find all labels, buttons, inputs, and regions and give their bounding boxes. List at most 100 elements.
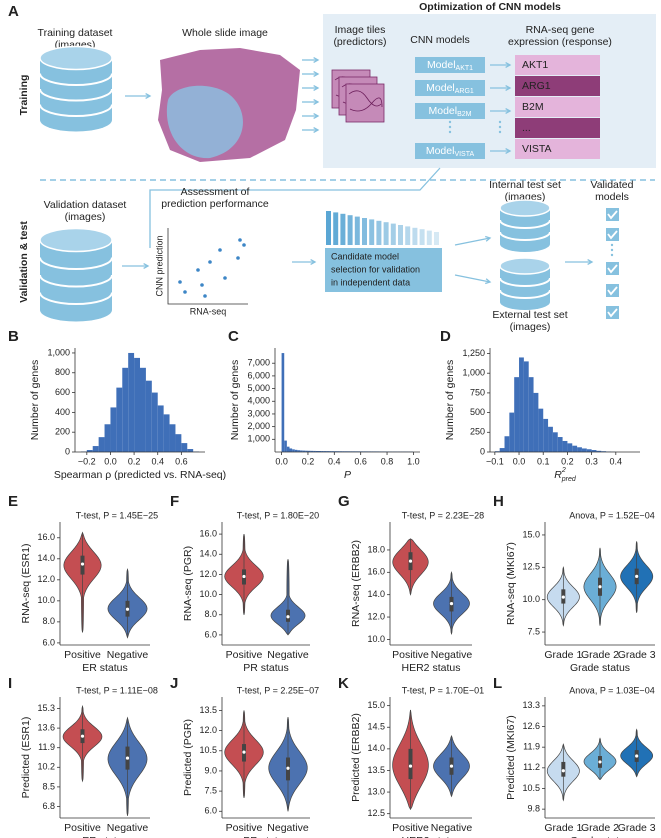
- label: Validated: [590, 179, 633, 191]
- x-tick-label: Negative: [431, 822, 473, 834]
- violin-median: [449, 764, 454, 768]
- annotation: T-test, P = 2.23E−28: [402, 510, 484, 520]
- y-tick-label: 7,000: [247, 358, 270, 368]
- y-tick-label: 13.5: [199, 705, 217, 715]
- arrow-head: [313, 99, 320, 105]
- y-axis-label: Number of genes: [229, 360, 241, 441]
- label: Optimization of CNN models: [419, 1, 561, 13]
- x-tick-label: Negative: [267, 822, 309, 834]
- check: [607, 210, 618, 220]
- x-tick-label: Positive: [226, 822, 263, 834]
- scatter-dot: [218, 248, 222, 252]
- ranking-bar: [426, 230, 432, 245]
- y-tick-label: 14.0: [367, 743, 385, 753]
- annotation: T-test, P = 1.45E−25: [76, 510, 158, 520]
- arrow: [454, 274, 491, 283]
- y-tick-label: 2,000: [247, 421, 270, 431]
- scatter-dot: [200, 283, 204, 287]
- x-tick-label: 0.0: [275, 456, 288, 466]
- y-tick-label: 10.0: [37, 595, 55, 605]
- arrow-head: [313, 127, 320, 133]
- histogram-bar: [297, 450, 301, 452]
- histogram-bar: [567, 443, 573, 452]
- y-tick-label: 10.0: [522, 594, 540, 604]
- x-tick-label: Grade 1: [544, 649, 582, 661]
- database: [40, 298, 112, 322]
- ranking-bar: [405, 226, 411, 245]
- x-tick-label: Negative: [431, 649, 473, 661]
- x-axis-label: P: [344, 469, 351, 481]
- database-ring: [39, 292, 113, 305]
- x-axis-label: ER status: [82, 835, 128, 838]
- histogram-bar: [181, 443, 188, 452]
- arrow: [454, 237, 491, 246]
- y-tick-label: 15.0: [522, 529, 540, 539]
- y-tick-label: 14.5: [367, 722, 385, 732]
- database: [500, 236, 550, 252]
- x-tick-label: Grade 2: [581, 822, 619, 834]
- ranking-bar: [333, 212, 339, 245]
- ellipsis-dot: [498, 120, 502, 124]
- database-ring: [39, 257, 113, 270]
- histogram-bar: [175, 434, 182, 452]
- y-tick-label: 600: [55, 387, 70, 397]
- panel-letter: F: [170, 493, 179, 510]
- gene-box: [515, 97, 600, 117]
- histogram-bar: [318, 451, 322, 452]
- histogram-bar: [187, 449, 194, 452]
- model-box: [415, 103, 485, 119]
- label: Training: [18, 75, 30, 116]
- y-tick-label: 8.5: [42, 781, 55, 791]
- histogram-bar: [128, 352, 135, 452]
- label: RNA-seq gene: [526, 24, 595, 36]
- x-tick-label: Positive: [392, 822, 429, 834]
- ranking-bar: [326, 211, 331, 245]
- y-tick-label: 7.5: [527, 626, 540, 636]
- y-tick-label: 6.8: [42, 801, 55, 811]
- x-tick-label: −0.1: [486, 456, 504, 466]
- label: A: [8, 3, 19, 20]
- histogram-bar: [110, 407, 117, 452]
- label: Internal test set: [489, 179, 561, 191]
- database-top: [499, 257, 551, 275]
- histogram-bar: [321, 451, 324, 452]
- ranking-bar: [340, 213, 346, 245]
- y-tick-label: 16.0: [367, 567, 385, 577]
- x-axis-label: PR status: [243, 835, 289, 838]
- check: [607, 308, 618, 318]
- violin-median: [242, 574, 246, 579]
- x-tick-label: 0.1: [537, 456, 550, 466]
- y-tick-label: 16.0: [37, 532, 55, 542]
- x-tick-label: Positive: [226, 649, 263, 661]
- x-axis-label: ER status: [82, 662, 128, 674]
- x-tick-label: Negative: [107, 822, 149, 834]
- y-tick-label: 1,000: [47, 347, 70, 357]
- annotation: T-test, P = 2.25E−07: [237, 685, 319, 695]
- panel-letter: L: [493, 675, 502, 692]
- y-tick-label: 14.0: [367, 589, 385, 599]
- gene-box: [515, 55, 600, 75]
- annotation: Anova, P = 1.03E−04: [569, 685, 654, 695]
- histogram-bar: [86, 450, 93, 452]
- panel-letter: B: [8, 328, 19, 345]
- x-tick-label: Positive: [64, 649, 101, 661]
- y-tick-label: 9.8: [527, 804, 540, 814]
- database: [500, 294, 550, 310]
- arrow-head: [505, 108, 512, 114]
- x-tick-label: 0.0: [513, 456, 526, 466]
- ranking-bar: [369, 219, 375, 245]
- model-base: Model: [427, 59, 456, 71]
- check: [607, 230, 618, 240]
- histogram-bar: [302, 450, 306, 452]
- y-tick-label: 13.6: [37, 722, 55, 732]
- violin-median: [242, 750, 246, 754]
- x-tick-label: Grade 1: [544, 822, 582, 834]
- x-axis-label: PR status: [243, 662, 289, 674]
- histogram-bar: [163, 414, 170, 452]
- histogram-bar: [586, 449, 592, 452]
- label: CNN models: [410, 34, 470, 46]
- database-ring: [39, 88, 113, 102]
- label: expression (response): [508, 36, 612, 48]
- arrow-head: [485, 235, 492, 242]
